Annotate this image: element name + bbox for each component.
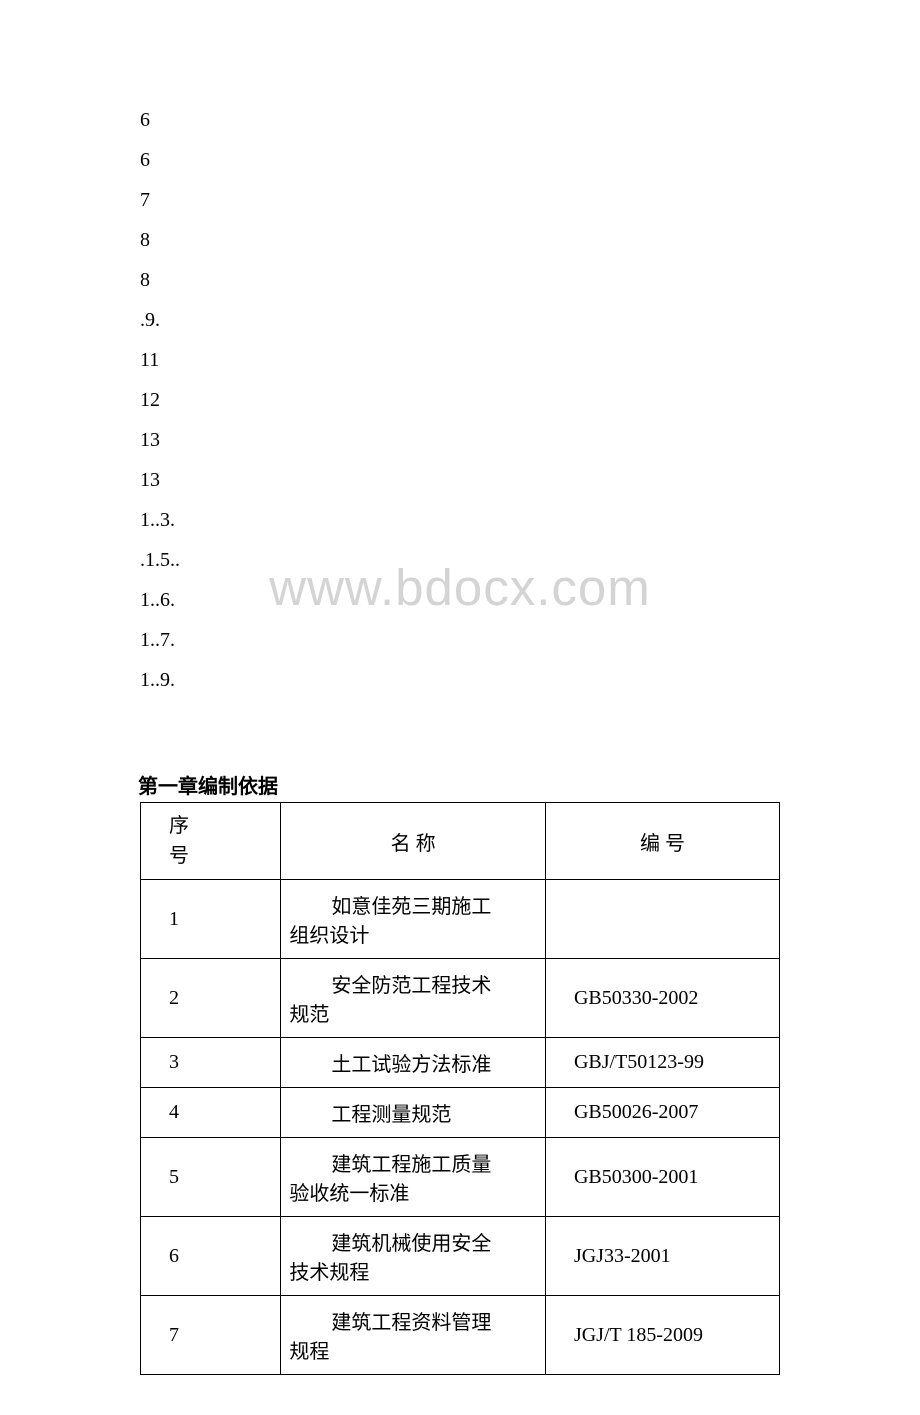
table-row: 5 建筑工程施工质量 验收统一标准 GB50300-2001 [141, 1138, 780, 1217]
cell-name: 建筑工程资料管理 规程 [281, 1296, 546, 1375]
name-line2: 规程 [289, 1335, 537, 1364]
cell-seq: 4 [141, 1088, 281, 1138]
name-line1: 土工试验方法标准 [289, 1048, 537, 1077]
cell-name: 工程测量规范 [281, 1088, 546, 1138]
table-row: 6 建筑机械使用安全 技术规程 JGJ33-2001 [141, 1217, 780, 1296]
table-row: 7 建筑工程资料管理 规程 JGJ/T 185-2009 [141, 1296, 780, 1375]
name-line2: 验收统一标准 [289, 1177, 537, 1206]
toc-item: 13 [140, 420, 780, 460]
toc-item: .9. [140, 300, 780, 340]
toc-item: 1..6. [140, 580, 780, 620]
header-code: 编 号 [545, 803, 779, 880]
table-row: 2 安全防范工程技术 规范 GB50330-2002 [141, 959, 780, 1038]
table-row: 1 如意佳苑三期施工 组织设计 [141, 880, 780, 959]
standards-table: 序 号 名 称 编 号 1 如意佳苑三期施工 组织设计 2 安全防范工程技术 规… [140, 802, 780, 1375]
toc-item: 8 [140, 220, 780, 260]
cell-seq: 3 [141, 1038, 281, 1088]
toc-item: 7 [140, 180, 780, 220]
table-header-row: 序 号 名 称 编 号 [141, 803, 780, 880]
cell-seq: 2 [141, 959, 281, 1038]
table-row: 4 工程测量规范 GB50026-2007 [141, 1088, 780, 1138]
cell-name: 建筑工程施工质量 验收统一标准 [281, 1138, 546, 1217]
cell-code: GB50330-2002 [545, 959, 779, 1038]
toc-list: 6 6 7 8 8 .9. 11 12 13 13 1..3. .1.5.. 1… [140, 100, 780, 700]
toc-item: 1..3. [140, 500, 780, 540]
header-seq-line2: 号 [169, 845, 189, 867]
toc-item: 11 [140, 340, 780, 380]
name-line1: 建筑工程施工质量 [289, 1148, 537, 1177]
name-line2: 规范 [289, 998, 537, 1027]
cell-name: 安全防范工程技术 规范 [281, 959, 546, 1038]
toc-item: 1..9. [140, 660, 780, 700]
cell-seq: 7 [141, 1296, 281, 1375]
toc-item: 13 [140, 460, 780, 500]
cell-seq: 1 [141, 880, 281, 959]
cell-name: 土工试验方法标准 [281, 1038, 546, 1088]
cell-code: GBJ/T50123-99 [545, 1038, 779, 1088]
name-line2: 技术规程 [289, 1256, 537, 1285]
name-line1: 建筑机械使用安全 [289, 1227, 537, 1256]
toc-item: 6 [140, 140, 780, 180]
chapter-title: 第一章编制依据 [138, 770, 780, 799]
cell-code: JGJ33-2001 [545, 1217, 779, 1296]
name-line1: 建筑工程资料管理 [289, 1306, 537, 1335]
toc-item: 1..7. [140, 620, 780, 660]
name-line1: 工程测量规范 [289, 1098, 537, 1127]
cell-code [545, 880, 779, 959]
header-seq: 序 号 [141, 803, 281, 880]
toc-item: .1.5.. [140, 540, 780, 580]
document-content: 6 6 7 8 8 .9. 11 12 13 13 1..3. .1.5.. 1… [0, 0, 920, 1415]
cell-code: JGJ/T 185-2009 [545, 1296, 779, 1375]
cell-seq: 5 [141, 1138, 281, 1217]
cell-name: 如意佳苑三期施工 组织设计 [281, 880, 546, 959]
name-line1: 如意佳苑三期施工 [289, 890, 537, 919]
name-line1: 安全防范工程技术 [289, 969, 537, 998]
header-seq-line1: 序 [169, 815, 189, 837]
header-name: 名 称 [281, 803, 546, 880]
cell-code: GB50026-2007 [545, 1088, 779, 1138]
cell-name: 建筑机械使用安全 技术规程 [281, 1217, 546, 1296]
name-line2: 组织设计 [289, 919, 537, 948]
cell-seq: 6 [141, 1217, 281, 1296]
toc-item: 12 [140, 380, 780, 420]
table-row: 3 土工试验方法标准 GBJ/T50123-99 [141, 1038, 780, 1088]
toc-item: 6 [140, 100, 780, 140]
cell-code: GB50300-2001 [545, 1138, 779, 1217]
toc-item: 8 [140, 260, 780, 300]
